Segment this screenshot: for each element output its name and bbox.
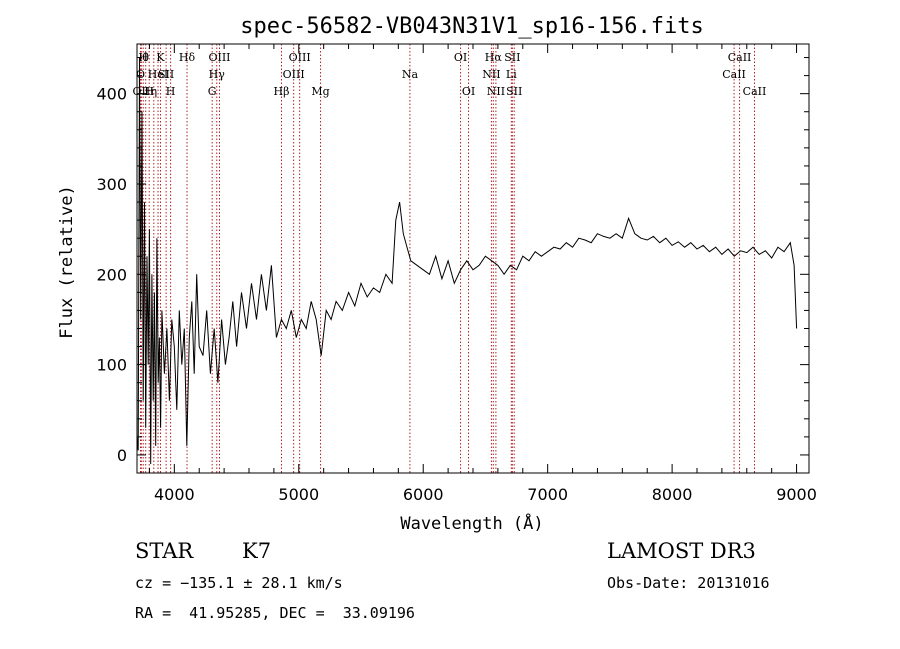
flux-series-line <box>136 57 798 465</box>
spectral-line-label: Hα <box>485 51 503 64</box>
y-tick-label: 100 <box>96 356 127 375</box>
spectral-line-label: OIII <box>289 51 311 64</box>
spectral-line-label: Na <box>402 68 419 81</box>
spectral-line-label: θ <box>142 51 149 64</box>
spectral-line-label: OII <box>132 85 150 98</box>
spectral-line-label: SII <box>504 51 520 64</box>
y-tick-label: 200 <box>96 265 127 284</box>
y-axis-label: Flux (relative) <box>57 185 77 339</box>
spectral-line-label: OI <box>454 51 467 64</box>
coordinates: RA = 41.95285, DEC = 33.09196 <box>135 604 415 622</box>
spectral-line-label: HeI <box>148 68 168 81</box>
spectral-line-label: OIII <box>208 51 230 64</box>
spectral-line-label: NII <box>482 68 500 81</box>
y-tick-label: 0 <box>117 446 127 465</box>
y-tick-label: 400 <box>96 85 127 104</box>
redshift-cz: cz = −135.1 ± 28.1 km/s <box>135 574 343 592</box>
chart-title: spec-56582-VB043N31V1_sp16-156.fits <box>240 14 704 39</box>
spectral-line-markers <box>139 44 755 473</box>
spectral-line-label: CaII <box>743 85 767 98</box>
survey-name: LAMOST DR3 <box>607 539 756 563</box>
spectral-line-label: OI <box>462 85 475 98</box>
plot-frame <box>136 43 810 474</box>
spectral-line-label: O <box>136 68 145 81</box>
spectral-line-label: CaII <box>728 51 752 64</box>
axis-ticks: 4000 5000 6000 7000 8000 9000 0 100 200 300 400 <box>96 44 817 504</box>
spectral-line-label: K <box>156 51 165 64</box>
spectral-line-label: NII <box>487 85 505 98</box>
spectral-line-label: Hβ <box>274 85 290 98</box>
x-tick-label: 9000 <box>776 485 817 504</box>
y-tick-label: 300 <box>96 175 127 194</box>
spectral-line-label: Hδ <box>179 51 196 64</box>
spectral-line-label: OIII <box>283 68 305 81</box>
x-axis-label: Wavelength (Å) <box>400 512 543 534</box>
spectral-line-label: H <box>144 85 154 98</box>
spectral-line-label: Li <box>506 68 517 81</box>
spectral-line-label: Mg <box>311 85 329 98</box>
x-tick-label: 7000 <box>527 485 568 504</box>
x-tick-label: 5000 <box>278 485 319 504</box>
x-tick-label: 8000 <box>652 485 693 504</box>
observation-date: Obs-Date: 20131016 <box>607 574 770 592</box>
spectral-line-label: H <box>138 51 148 64</box>
spectral-line-label: CaII <box>722 68 746 81</box>
spectral-line-label: Hγ <box>209 68 226 81</box>
object-class: STAR <box>135 539 194 563</box>
object-subclass: K7 <box>242 539 272 563</box>
spectral-line-labels: OOIIHθHηHeIKSIIHHδGHγOIIIHβOIIIOIIIMgNaO… <box>132 51 766 98</box>
spectral-line-label: H <box>166 85 176 98</box>
spectral-line-label: SII <box>158 68 174 81</box>
x-tick-label: 6000 <box>403 485 444 504</box>
spectral-line-label: SII <box>506 85 522 98</box>
x-tick-label: 4000 <box>154 485 195 504</box>
spectral-line-label: η <box>151 85 158 98</box>
spectral-line-label: G <box>208 85 217 98</box>
